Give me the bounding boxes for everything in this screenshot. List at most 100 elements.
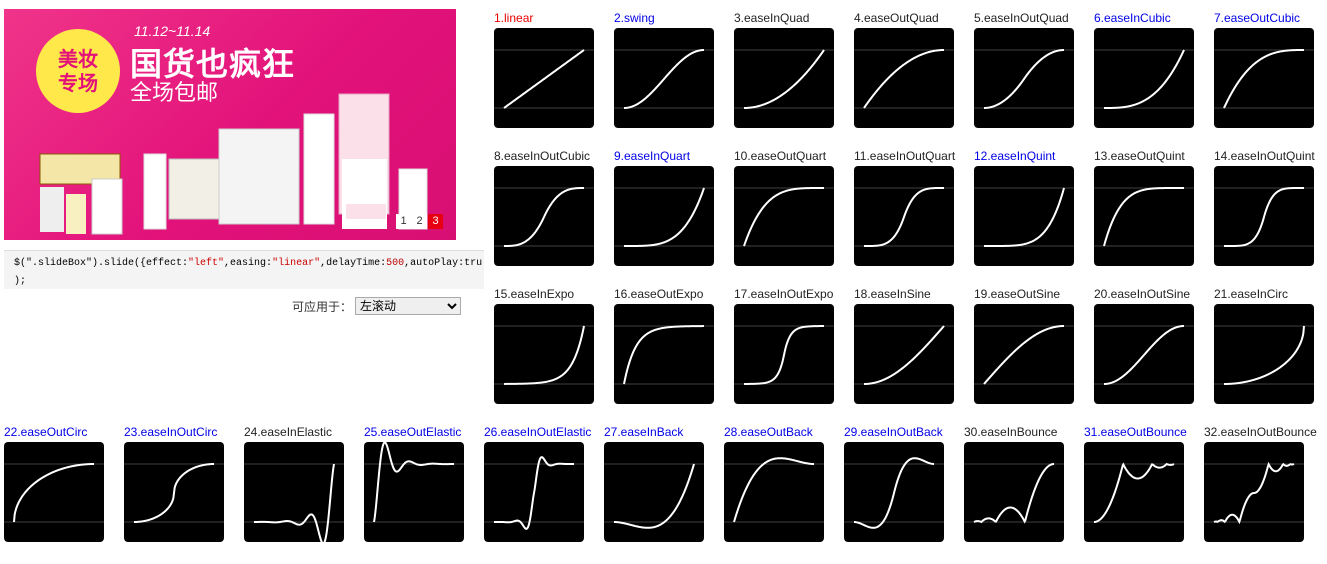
easing-graph[interactable] (494, 166, 594, 266)
easing-graph[interactable] (964, 442, 1064, 542)
easing-graph[interactable] (614, 166, 714, 266)
easing-graph[interactable] (1214, 28, 1314, 128)
easing-label[interactable]: 8.easeInOutCubic (494, 149, 591, 163)
promo-subline: 全场包邮 (130, 81, 219, 106)
easing-curve-plot (734, 187, 834, 247)
slide-dot-2[interactable]: 2 (412, 214, 427, 229)
easing-graph[interactable] (1214, 304, 1314, 404)
easing-curve (134, 463, 214, 523)
easing-curve (1223, 49, 1304, 109)
easing-curve-plot (124, 463, 224, 523)
easing-curve (613, 463, 695, 529)
easing-curve-plot (1094, 325, 1194, 385)
easing-label[interactable]: 12.easeInQuint (974, 149, 1056, 163)
easing-graph[interactable] (734, 304, 834, 404)
easing-label[interactable]: 27.easeInBack (604, 425, 684, 439)
easing-label[interactable]: 4.easeOutQuad (854, 11, 939, 25)
easing-label[interactable]: 3.easeInQuad (734, 11, 810, 25)
easing-curve-plot (1214, 187, 1314, 247)
easing-graph[interactable] (494, 28, 594, 128)
easing-label[interactable]: 20.easeInOutSine (1094, 287, 1191, 301)
easing-curve-plot (494, 187, 594, 247)
easing-graph[interactable] (614, 304, 714, 404)
slide-pager: 1 2 3 (396, 214, 444, 229)
easing-label[interactable]: 6.easeInCubic (1094, 11, 1171, 25)
easing-graph[interactable] (1094, 28, 1194, 128)
slide-dot-1[interactable]: 1 (396, 214, 411, 229)
easing-curve-plot (734, 325, 834, 385)
easing-label[interactable]: 31.easeOutBounce (1084, 425, 1187, 439)
easing-label[interactable]: 21.easeInCirc (1214, 287, 1289, 301)
easing-graph[interactable] (1204, 442, 1304, 542)
easing-graph[interactable] (734, 28, 834, 128)
easing-label[interactable]: 25.easeOutElastic (364, 425, 462, 439)
easing-curve-plot (4, 463, 104, 523)
easing-label[interactable]: 7.easeOutCubic (1214, 11, 1301, 25)
easing-label[interactable]: 5.easeInOutQuad (974, 11, 1069, 25)
easing-label[interactable]: 23.easeInOutCirc (124, 425, 218, 439)
easing-curve (493, 456, 575, 530)
easing-label[interactable]: 32.easeInOutBounce (1204, 425, 1317, 439)
apply-to-label: 可应用于： (292, 299, 353, 314)
easing-curve (624, 187, 705, 247)
code-snippet: $(".slideBox").slide({effect:"left",easi… (4, 250, 484, 289)
easing-curve-plot (974, 325, 1074, 385)
easing-label[interactable]: 18.easeInSine (854, 287, 931, 301)
easing-label[interactable]: 28.easeOutBack (724, 425, 813, 439)
easing-graph[interactable] (1084, 442, 1184, 542)
easing-label[interactable]: 17.easeInOutExpo (734, 287, 834, 301)
easing-label[interactable]: 1.linear (494, 11, 534, 25)
easing-graph[interactable] (484, 442, 584, 542)
easing-graph[interactable] (974, 166, 1074, 266)
easing-curve-plot (1094, 49, 1194, 109)
easing-graph[interactable] (4, 442, 104, 542)
easing-graph[interactable] (124, 442, 224, 542)
easing-label[interactable]: 9.easeInQuart (614, 149, 691, 163)
easing-graph[interactable] (604, 442, 704, 542)
easing-label[interactable]: 14.easeInOutQuint (1214, 149, 1315, 163)
easing-graph[interactable] (1094, 304, 1194, 404)
easing-graph[interactable] (1214, 166, 1314, 266)
products-illustration (39, 93, 428, 235)
easing-label[interactable]: 15.easeInExpo (494, 287, 575, 301)
easing-curve-plot (844, 457, 944, 529)
easing-label[interactable]: 11.easeInOutQuart (854, 149, 956, 163)
easing-graph[interactable] (734, 166, 834, 266)
easing-graph[interactable] (724, 442, 824, 542)
easing-graph[interactable] (974, 28, 1074, 128)
easing-curve (864, 325, 945, 385)
easing-graph[interactable] (854, 166, 954, 266)
slide-dot-3[interactable]: 3 (428, 214, 443, 229)
easing-label[interactable]: 29.easeInOutBack (844, 425, 943, 439)
easing-curve-plot (484, 456, 584, 530)
easing-label[interactable]: 26.easeInOutElastic (484, 425, 592, 439)
easing-graph[interactable] (494, 304, 594, 404)
easing-graph[interactable] (244, 442, 344, 542)
effect-select[interactable]: 左滚动 (355, 297, 462, 315)
promo-badge: 美妆专场 (36, 29, 120, 113)
easing-graph[interactable] (854, 28, 954, 128)
promo-banner[interactable]: 美妆专场 11.12~11.14 国货也疯狂 全场包邮 1 2 3 (4, 9, 456, 240)
easing-curve-plot (974, 187, 1074, 247)
easing-label[interactable]: 16.easeOutExpo (614, 287, 704, 301)
easing-label[interactable]: 24.easeInElastic (244, 425, 333, 439)
easing-curve-plot (974, 49, 1074, 109)
promo-headline: 国货也疯狂 (130, 45, 296, 83)
easing-curve-plot (604, 463, 704, 529)
easing-label[interactable]: 2.swing (614, 11, 655, 25)
easing-curve (853, 457, 935, 529)
easing-graph[interactable] (364, 442, 464, 542)
easing-graph[interactable] (854, 304, 954, 404)
easing-label[interactable]: 19.easeOutSine (974, 287, 1061, 301)
easing-label[interactable]: 22.easeOutCirc (4, 425, 88, 439)
promo-dates: 11.12~11.14 (134, 23, 211, 39)
easing-label[interactable]: 30.easeInBounce (964, 425, 1058, 439)
easing-curve (864, 187, 944, 247)
easing-graph[interactable] (974, 304, 1074, 404)
easing-label[interactable]: 10.easeOutQuart (734, 149, 827, 163)
easing-graph[interactable] (844, 442, 944, 542)
easing-curve-plot (854, 49, 954, 109)
easing-label[interactable]: 13.easeOutQuint (1094, 149, 1185, 163)
easing-graph[interactable] (614, 28, 714, 128)
easing-graph[interactable] (1094, 166, 1194, 266)
